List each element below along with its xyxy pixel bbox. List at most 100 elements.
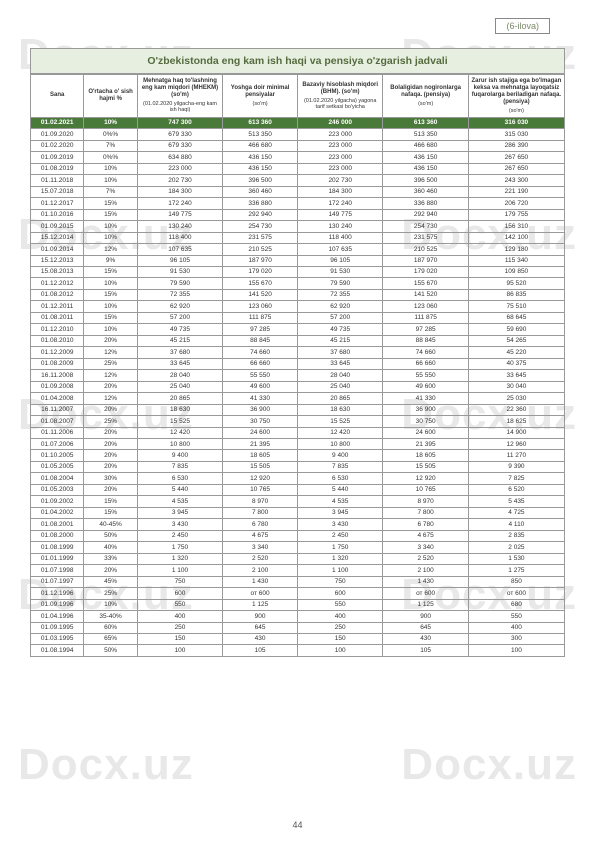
header-sana: Sana	[31, 75, 84, 118]
header-c1: Mehnatga haq to'lashning eng kam miqdori…	[137, 75, 222, 118]
table-cell: 01.08.2004	[31, 473, 84, 484]
table-cell: 12 920	[223, 473, 298, 484]
table-cell: 15 505	[383, 461, 468, 472]
table-cell: 150	[297, 633, 382, 644]
table-cell: 30 750	[383, 416, 468, 427]
table-cell: 109 850	[468, 266, 564, 277]
table-cell: 155 670	[223, 278, 298, 289]
table-row: 01.12.201010%49 73597 28549 73597 28559 …	[31, 324, 565, 335]
table-cell: 10%	[84, 278, 137, 289]
table-cell: 68 645	[468, 312, 564, 323]
table-cell: 01.11.2006	[31, 427, 84, 438]
table-cell: 20%	[84, 461, 137, 472]
table-cell: 62 920	[297, 301, 382, 312]
table-row: 01.09.201412%107 635210 525107 635210 52…	[31, 244, 565, 255]
table-cell: 96 105	[297, 255, 382, 266]
table-row: 01.04.200215%3 9457 8003 9457 8004 725	[31, 507, 565, 518]
table-cell: 613 360	[383, 117, 468, 128]
table-cell: 11 270	[468, 450, 564, 461]
table-cell: 1 430	[383, 576, 468, 587]
table-cell: 550	[468, 611, 564, 622]
table-cell: 250	[137, 622, 222, 633]
data-table: Sana O'rtacha o' sish hajmi % Mehnatga h…	[30, 74, 565, 657]
table-cell: 223 000	[297, 152, 382, 163]
table-cell: 01.09.2019	[31, 152, 84, 163]
table-cell: 16.11.2007	[31, 404, 84, 415]
table-cell: 9 400	[137, 450, 222, 461]
table-row: 01.12.199625%600от 600600от 600от 600	[31, 588, 565, 599]
table-cell: 01.03.1995	[31, 633, 84, 644]
table-cell: 01.12.2012	[31, 278, 84, 289]
table-cell: 100	[468, 645, 564, 656]
table-cell: 254 730	[223, 221, 298, 232]
table-cell: 01.08.2012	[31, 289, 84, 300]
table-cell: 1 125	[383, 599, 468, 610]
page-content: O'zbekistonda eng kam ish haqi va pensiy…	[0, 0, 595, 667]
table-cell: 9%	[84, 255, 137, 266]
table-cell: 396 500	[223, 175, 298, 186]
table-cell: 12%	[84, 393, 137, 404]
table-cell: 74 660	[383, 347, 468, 358]
table-cell: 149 775	[297, 209, 382, 220]
table-cell: 155 670	[383, 278, 468, 289]
table-cell: 3 945	[297, 507, 382, 518]
table-cell: 36 900	[223, 404, 298, 415]
table-cell: 33 645	[468, 370, 564, 381]
table-cell: 37 680	[297, 347, 382, 358]
table-cell: 10%	[84, 301, 137, 312]
table-cell: 10 800	[137, 439, 222, 450]
header-c1-main: Mehnatga haq to'lashning eng kam miqdori…	[142, 78, 218, 98]
table-row: 01.07.199745%7501 4307501 430850	[31, 576, 565, 587]
table-row: 01.09.200820%25 04049 60025 04049 60030 …	[31, 381, 565, 392]
table-cell: 1 275	[468, 565, 564, 576]
table-cell: 10 800	[297, 439, 382, 450]
table-cell: 01.12.2011	[31, 301, 84, 312]
table-cell: 210 525	[383, 244, 468, 255]
table-cell: от 600	[383, 588, 468, 599]
table-row: 15.07.20187%184 300360 460184 300360 460…	[31, 186, 565, 197]
table-cell: 41 330	[383, 393, 468, 404]
table-row: 01.08.201910%223 000436 150223 000436 15…	[31, 163, 565, 174]
table-cell: 49 735	[297, 324, 382, 335]
table-row: 15.12.20139%96 105187 97096 105187 97011…	[31, 255, 565, 266]
table-cell: 97 285	[383, 324, 468, 335]
table-row: 01.09.199560%250645250645400	[31, 622, 565, 633]
table-cell: 37 680	[137, 347, 222, 358]
header-c4: Bolaligidan nogironlarga nafaqa. (pensiy…	[383, 75, 468, 118]
table-cell: 79 590	[137, 278, 222, 289]
table-cell: 3 430	[137, 519, 222, 530]
table-cell: 100	[297, 645, 382, 656]
header-c1-sub: (01.02.2020 yilgacha-eng kam ish haqi)	[140, 101, 220, 114]
table-cell: 105	[223, 645, 298, 656]
table-cell: 88 845	[223, 335, 298, 346]
table-cell: 142 100	[468, 232, 564, 243]
table-row: 01.04.200812%20 86541 33020 86541 33025 …	[31, 393, 565, 404]
header-c3-main: Bazaviy hisoblash miqdori (BHM). (so'm)	[302, 82, 378, 95]
table-cell: 12 420	[297, 427, 382, 438]
table-cell: 8 970	[223, 496, 298, 507]
table-cell: 3 340	[383, 542, 468, 553]
table-cell: 40 375	[468, 358, 564, 369]
table-cell: 267 650	[468, 163, 564, 174]
table-cell: 01.09.1996	[31, 599, 84, 610]
table-cell: 50%	[84, 645, 137, 656]
table-cell: 613 360	[223, 117, 298, 128]
table-cell: 25 030	[468, 393, 564, 404]
table-cell: 75 510	[468, 301, 564, 312]
table-cell: 1 750	[297, 542, 382, 553]
table-cell: 20 865	[137, 393, 222, 404]
table-cell: 231 575	[383, 232, 468, 243]
table-cell: 7%	[84, 186, 137, 197]
table-cell: 15%	[84, 289, 137, 300]
table-row: 01.03.199565%150430150430300	[31, 633, 565, 644]
table-cell: 4 675	[383, 530, 468, 541]
table-cell: 1 100	[297, 565, 382, 576]
table-cell: 750	[297, 576, 382, 587]
table-cell: 187 970	[223, 255, 298, 266]
table-row: 01.12.201715%172 240336 880172 240336 88…	[31, 198, 565, 209]
table-row: 01.12.201110%62 920123 06062 920123 0607…	[31, 301, 565, 312]
table-cell: 141 520	[383, 289, 468, 300]
table-cell: 20%	[84, 381, 137, 392]
table-cell: 550	[297, 599, 382, 610]
table-cell: 10%	[84, 324, 137, 335]
